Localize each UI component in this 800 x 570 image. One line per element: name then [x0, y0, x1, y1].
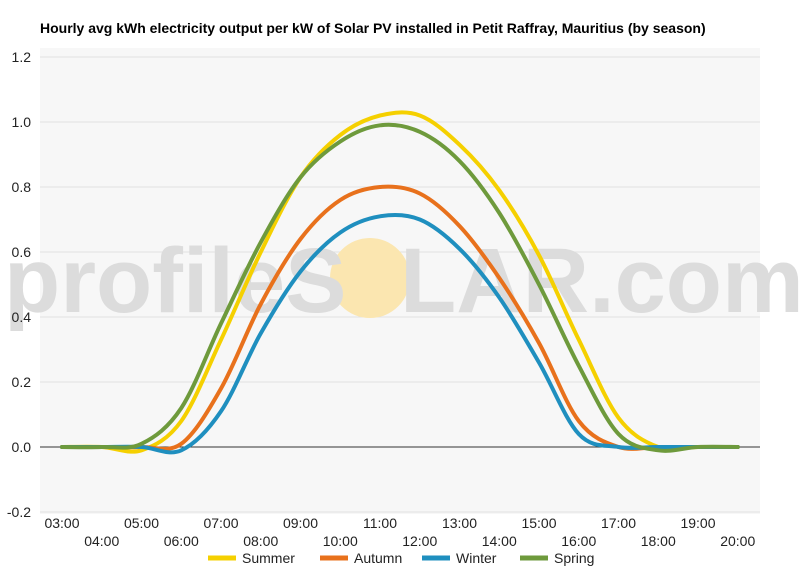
- y-axis-ticks: 1.2 1.0 0.8 0.6 0.4 0.2 0.0 -0.2: [7, 49, 31, 520]
- series-line-spring: [60, 122, 740, 453]
- x-tick-label: 15:00: [521, 515, 556, 531]
- y-tick-label: 0.8: [12, 179, 32, 195]
- x-tick-label: 16:00: [561, 533, 596, 549]
- watermark-text-right: LAR.com: [400, 230, 800, 332]
- x-tick-label: 06:00: [164, 533, 199, 549]
- legend-label-autumn: Autumn: [354, 550, 402, 566]
- y-tick-label: -0.2: [7, 504, 31, 520]
- x-tick-label: 17:00: [601, 515, 636, 531]
- legend-label-spring: Spring: [554, 550, 594, 566]
- y-tick-label: 0.6: [12, 244, 32, 260]
- x-tick-label: 07:00: [203, 515, 238, 531]
- x-tick-label: 10:00: [323, 533, 358, 549]
- x-tick-label: 08:00: [243, 533, 278, 549]
- y-tick-label: 0.0: [12, 439, 32, 455]
- legend: Summer Autumn Winter Spring: [208, 550, 594, 566]
- y-tick-label: 0.2: [12, 374, 32, 390]
- y-tick-label: 0.4: [12, 309, 32, 325]
- x-tick-label: 09:00: [283, 515, 318, 531]
- legend-label-winter: Winter: [456, 550, 497, 566]
- x-tick-label: 20:00: [720, 533, 755, 549]
- x-tick-label: 04:00: [84, 533, 119, 549]
- y-tick-label: 1.2: [12, 49, 32, 65]
- x-tick-label: 14:00: [482, 533, 517, 549]
- x-tick-label: 13:00: [442, 515, 477, 531]
- x-tick-label: 03:00: [44, 515, 79, 531]
- x-tick-label: 11:00: [363, 515, 397, 531]
- series-lines: [60, 110, 740, 455]
- watermark-text-left: profileS: [4, 230, 346, 332]
- series-line-winter: [60, 212, 740, 455]
- watermark-sun: [330, 238, 410, 318]
- y-tick-label: 1.0: [12, 114, 32, 130]
- chart-title: Hourly avg kWh electricity output per kW…: [40, 20, 706, 36]
- x-tick-label: 12:00: [402, 533, 437, 549]
- series-line-summer: [60, 110, 740, 454]
- watermark: profileS LAR.com: [4, 230, 800, 332]
- x-tick-label: 19:00: [680, 515, 715, 531]
- x-tick-label: 05:00: [124, 515, 159, 531]
- x-tick-label: 18:00: [641, 533, 676, 549]
- legend-label-summer: Summer: [242, 550, 295, 566]
